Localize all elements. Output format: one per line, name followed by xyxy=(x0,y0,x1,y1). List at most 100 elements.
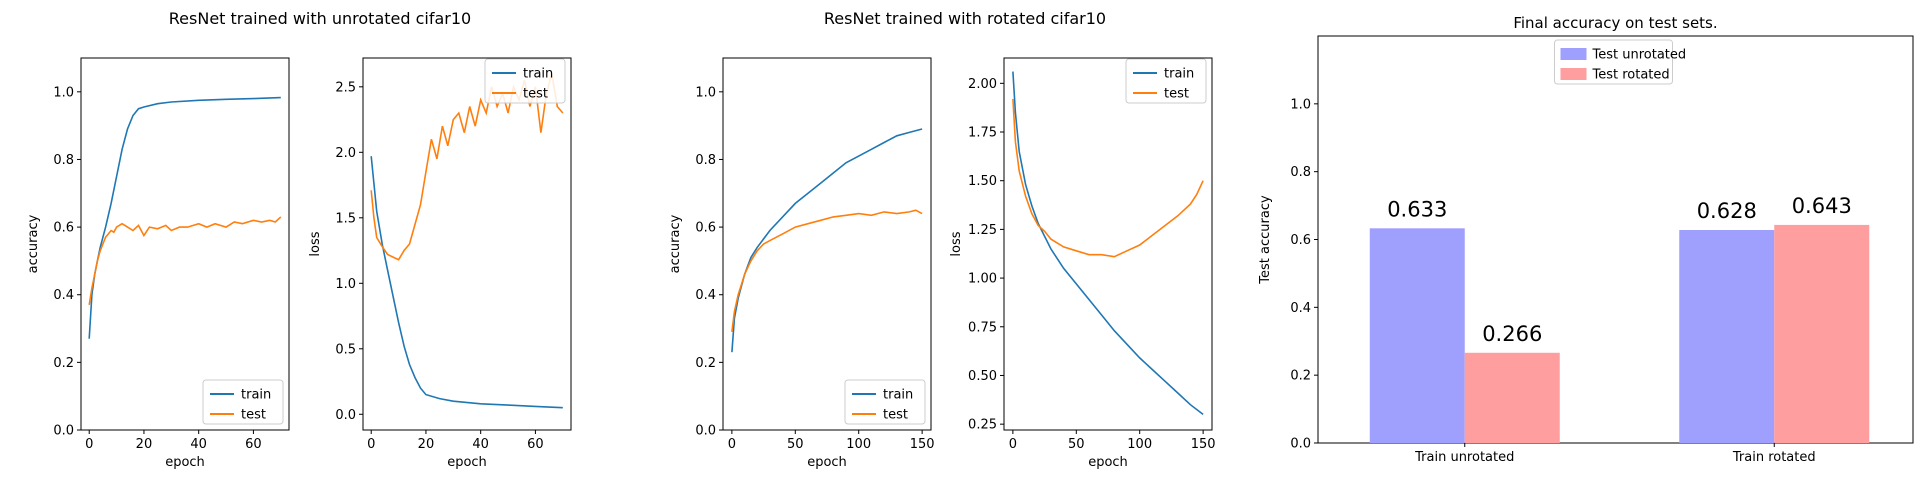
x-tick-label: 100 xyxy=(846,437,871,452)
y-tick-label: 2.5 xyxy=(335,80,356,95)
y-tick-label: 0.0 xyxy=(1290,437,1311,452)
y-tick-label: 0.4 xyxy=(53,288,74,303)
series-line-test xyxy=(731,209,923,332)
y-tick-label: 1.0 xyxy=(335,277,356,292)
bar-value-label: 0.266 xyxy=(1482,322,1542,346)
bar-value-label: 0.643 xyxy=(1792,194,1852,218)
y-tick-label: 2.00 xyxy=(968,77,997,92)
legend-label-train: train xyxy=(523,67,553,82)
x-tick-label: 60 xyxy=(527,437,544,452)
series-line-test xyxy=(88,216,282,306)
legend-swatch xyxy=(1560,48,1587,60)
chart-title: Final accuracy on test sets. xyxy=(1513,14,1717,32)
legend: train test xyxy=(484,58,566,104)
y-tick-label: 0.4 xyxy=(1290,301,1311,316)
x-tick-label: 150 xyxy=(910,437,935,452)
legend-label-test: test xyxy=(241,408,266,423)
x-tick-label: 0 xyxy=(728,437,736,452)
y-tick-label: 0.2 xyxy=(1290,369,1311,384)
category-label: Train rotated xyxy=(1732,450,1816,465)
x-tick-label: 50 xyxy=(1068,437,1085,452)
chart-accuracy-unrotated: 0 20 40 60 0.0 0.2 0.4 0.6 0.8 1.0 epoch accuracy tr… xyxy=(26,57,290,470)
legend-label-train: train xyxy=(1164,67,1194,82)
chart-loss-rotated: 0 50 100 150 0.25 0.50 0.75 1.00 1.25 1.50 1.75 2.0… xyxy=(949,57,1216,470)
y-tick-label: 1.75 xyxy=(968,126,997,141)
y-tick-label: 1.0 xyxy=(53,85,74,100)
y-tick-label: 1.00 xyxy=(968,272,997,287)
legend-label-train: train xyxy=(883,388,913,403)
legend: train test xyxy=(844,379,926,425)
chart-final-accuracy: Final accuracy on test sets. 0.0 0.2 0.4 0.6… xyxy=(1258,14,1914,465)
y-tick-label: 0.5 xyxy=(335,342,356,357)
x-tick-label: 0 xyxy=(1009,437,1017,452)
bar-value-label: 0.633 xyxy=(1387,197,1447,221)
series-line-test xyxy=(1012,98,1204,258)
y-tick-label: 0.0 xyxy=(335,408,356,423)
y-axis-label: accuracy xyxy=(668,214,683,273)
x-axis-label: epoch xyxy=(165,455,205,470)
y-tick-label: 1.5 xyxy=(335,211,356,226)
x-tick-label: 0 xyxy=(367,437,375,452)
legend-label-test: test xyxy=(523,87,548,102)
y-axis-label: loss xyxy=(949,231,964,256)
y-tick-label: 2.0 xyxy=(335,146,356,161)
y-tick-label: 0.8 xyxy=(1290,165,1311,180)
x-tick-label: 60 xyxy=(245,437,262,452)
y-tick-label: 0.6 xyxy=(1290,233,1311,248)
plot-frame xyxy=(362,57,572,431)
y-tick-label: 0.75 xyxy=(968,320,997,335)
legend: Test unrotated Test rotated xyxy=(1554,39,1687,85)
chart-loss-unrotated: 0 20 40 600.00.51.01.52.02.5epochlosstraint… xyxy=(308,57,572,470)
plot-frame xyxy=(80,57,290,431)
y-tick-label: 0.6 xyxy=(695,221,716,236)
y-tick-label: 0.25 xyxy=(968,418,997,433)
x-tick-label: 50 xyxy=(787,437,804,452)
y-axis-label: accuracy xyxy=(26,214,41,273)
y-tick-label: 0.6 xyxy=(53,221,74,236)
legend-label-test: test xyxy=(1164,87,1189,102)
x-axis-label: epoch xyxy=(447,455,487,470)
x-tick-label: 20 xyxy=(418,437,435,452)
y-tick-label: 0.2 xyxy=(53,356,74,371)
y-tick-label: 0.4 xyxy=(695,288,716,303)
y-tick-label: 0.0 xyxy=(53,424,74,439)
chart-accuracy-rotated: 0 50 100 150 0.0 0.2 0.4 0.6 0.8 1.0 epoch accuracy… xyxy=(668,57,935,470)
bar-value-label: 0.628 xyxy=(1697,199,1757,223)
y-tick-label: 1.50 xyxy=(968,174,997,189)
x-tick-label: 40 xyxy=(472,437,489,452)
legend: train test xyxy=(1125,58,1207,104)
bar-test-unrotated xyxy=(1679,230,1775,443)
x-tick-label: 40 xyxy=(190,437,207,452)
y-tick-label: 0.8 xyxy=(53,153,74,168)
y-tick-label: 1.0 xyxy=(695,85,716,100)
x-tick-label: 100 xyxy=(1127,437,1152,452)
plot-frame xyxy=(1003,57,1213,431)
bar-test-rotated xyxy=(1774,224,1870,443)
x-axis-label: epoch xyxy=(1088,455,1128,470)
y-axis-label: loss xyxy=(308,231,323,256)
bar-test-unrotated xyxy=(1369,228,1465,443)
plot-frame xyxy=(722,57,932,431)
series-line-train xyxy=(1012,71,1204,416)
x-tick-label: 0 xyxy=(85,437,93,452)
legend: train test xyxy=(202,379,284,425)
y-tick-label: 0.0 xyxy=(695,424,716,439)
y-tick-label: 0.2 xyxy=(695,356,716,371)
legend-label: Test unrotated xyxy=(1592,48,1687,63)
y-tick-label: 1.25 xyxy=(968,223,997,238)
legend-swatch xyxy=(1560,68,1587,80)
suptitle-rotated: ResNet trained with rotated cifar10 xyxy=(824,9,1106,28)
y-tick-label: 0.8 xyxy=(695,153,716,168)
x-axis-label: epoch xyxy=(807,455,847,470)
x-tick-label: 150 xyxy=(1191,437,1216,452)
x-tick-label: 20 xyxy=(136,437,153,452)
category-label: Train unrotated xyxy=(1414,450,1514,465)
legend-label-train: train xyxy=(241,388,271,403)
series-line-train xyxy=(370,156,563,409)
bar-test-rotated xyxy=(1464,352,1560,443)
legend-label-test: test xyxy=(883,408,908,423)
y-axis-label: Test accuracy xyxy=(1258,195,1273,285)
legend-label: Test rotated xyxy=(1592,68,1670,83)
series-line-test xyxy=(370,73,564,261)
